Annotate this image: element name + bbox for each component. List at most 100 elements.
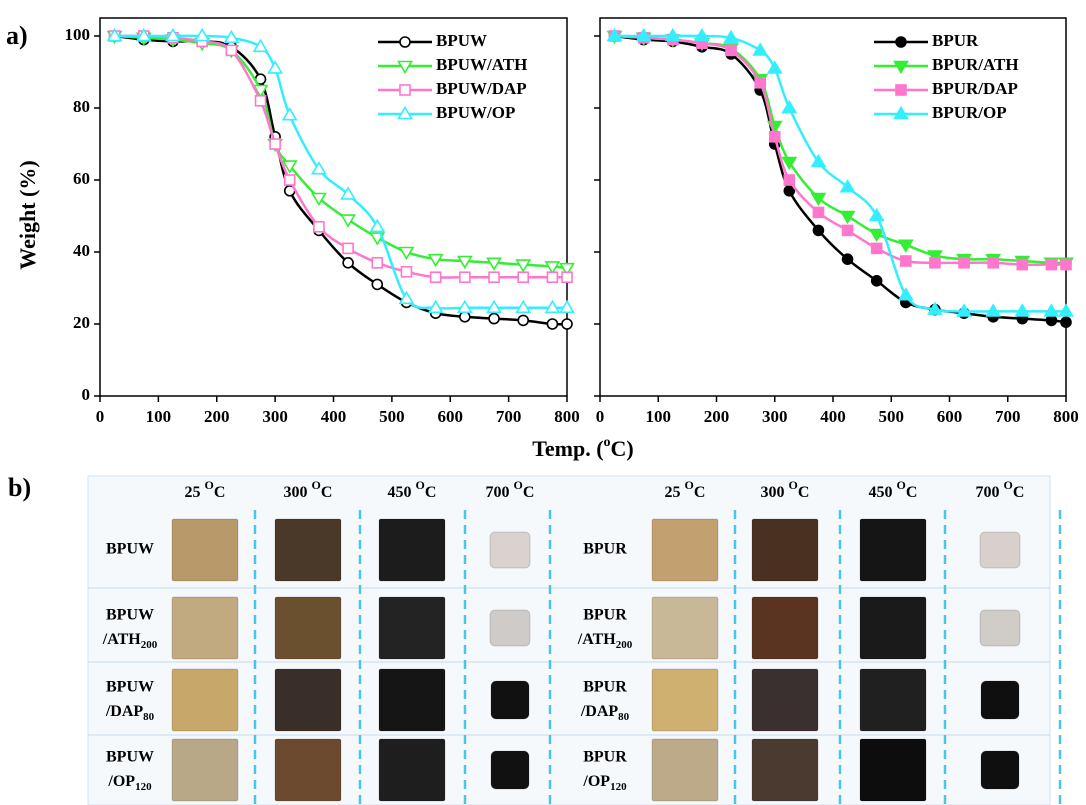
panel-label: a) [6,21,28,50]
x-tick-label: 500 [879,407,905,426]
sample-photo [171,738,239,802]
row-label: BPUW [106,541,154,558]
x-axis-label: Temp. (oC) [532,435,634,461]
sample-photo [490,680,530,720]
sample-photo [751,518,819,582]
sample-photo [979,531,1021,569]
marker [269,138,281,150]
marker [397,60,413,75]
header-temp: 450 [869,484,893,501]
series-line [114,34,567,310]
marker [252,84,269,99]
sample-photo [859,738,927,802]
sample-photo [489,609,531,647]
marker [398,290,415,305]
sample-photo [859,596,927,660]
header-sup: O [416,478,425,492]
marker [194,27,211,42]
sample-photo [980,750,1020,790]
y-tick-label: 80 [73,97,90,116]
sample-photo [751,596,819,660]
x-tick-label: 600 [438,407,464,426]
y-tick-label: 40 [73,241,90,260]
marker [313,221,325,233]
x-tick-label: 300 [762,407,788,426]
panel-label: b) [8,473,31,502]
sample-photo [651,596,719,660]
marker [546,271,559,284]
row-label: /DAP80 [105,703,155,723]
marker [1060,258,1072,271]
marker [929,256,941,269]
legend-label: BPUW [436,31,487,50]
marker [561,271,573,284]
header-temp: 450 [388,484,412,501]
row-label: BPUR [583,749,627,766]
marker [895,36,907,48]
row-label-sub: 200 [616,639,633,651]
header-temp: 700 [486,484,510,501]
x-tick-label: 200 [704,407,730,426]
header-unit: C [214,484,226,501]
sample-photo [274,668,342,732]
row-label: /DAP80 [580,703,630,723]
sample-photo [859,668,927,732]
sample-photo [489,531,531,569]
marker [559,262,575,277]
marker [427,253,444,268]
marker [546,318,559,330]
marker [893,105,909,120]
row-label-sub: 80 [143,711,155,723]
marker [135,27,152,42]
x-tick-label: 600 [937,407,963,426]
marker [311,192,327,207]
row-label: BPUW [106,679,154,696]
sample-photo [979,609,1021,647]
marker [429,271,442,284]
marker [397,105,413,120]
marker [987,256,999,269]
marker [369,218,386,233]
row-label-sub: 120 [135,781,152,793]
legend-label: BPUR/ATH [932,55,1019,74]
row-label-suffix: /ATH [102,631,141,648]
legend-label: BPUR/OP [932,103,1007,122]
marker [606,27,623,42]
sample-photo [274,518,342,582]
marker [1058,303,1074,317]
sample-photo [751,738,819,802]
marker [839,179,856,193]
sample-photo [751,668,819,732]
marker [635,27,652,42]
marker [544,299,561,314]
marker [459,271,471,284]
legend-label: BPUR/DAP [932,79,1018,98]
marker [1016,258,1029,271]
marker [517,314,530,327]
marker [812,224,825,237]
marker [810,153,827,168]
marker [900,255,912,267]
marker [311,161,327,175]
sample-photo [171,518,239,582]
marker [781,156,798,171]
row-label: BPUR [583,541,627,558]
x-tick-label: 0 [96,407,105,426]
sample-photo [378,596,446,660]
legend-label: BPUR [932,31,979,50]
marker [561,318,573,330]
column-header: 450 OC [869,478,918,501]
marker [839,210,856,225]
marker [342,242,354,255]
marker [283,174,296,186]
sample-photo [274,596,342,660]
sample-photo [859,518,927,582]
marker [927,301,943,315]
marker [723,29,739,44]
marker [488,271,500,284]
marker [810,192,827,207]
header-sup: O [514,478,523,492]
sample-photo [378,518,446,582]
sample-photo [490,750,530,790]
